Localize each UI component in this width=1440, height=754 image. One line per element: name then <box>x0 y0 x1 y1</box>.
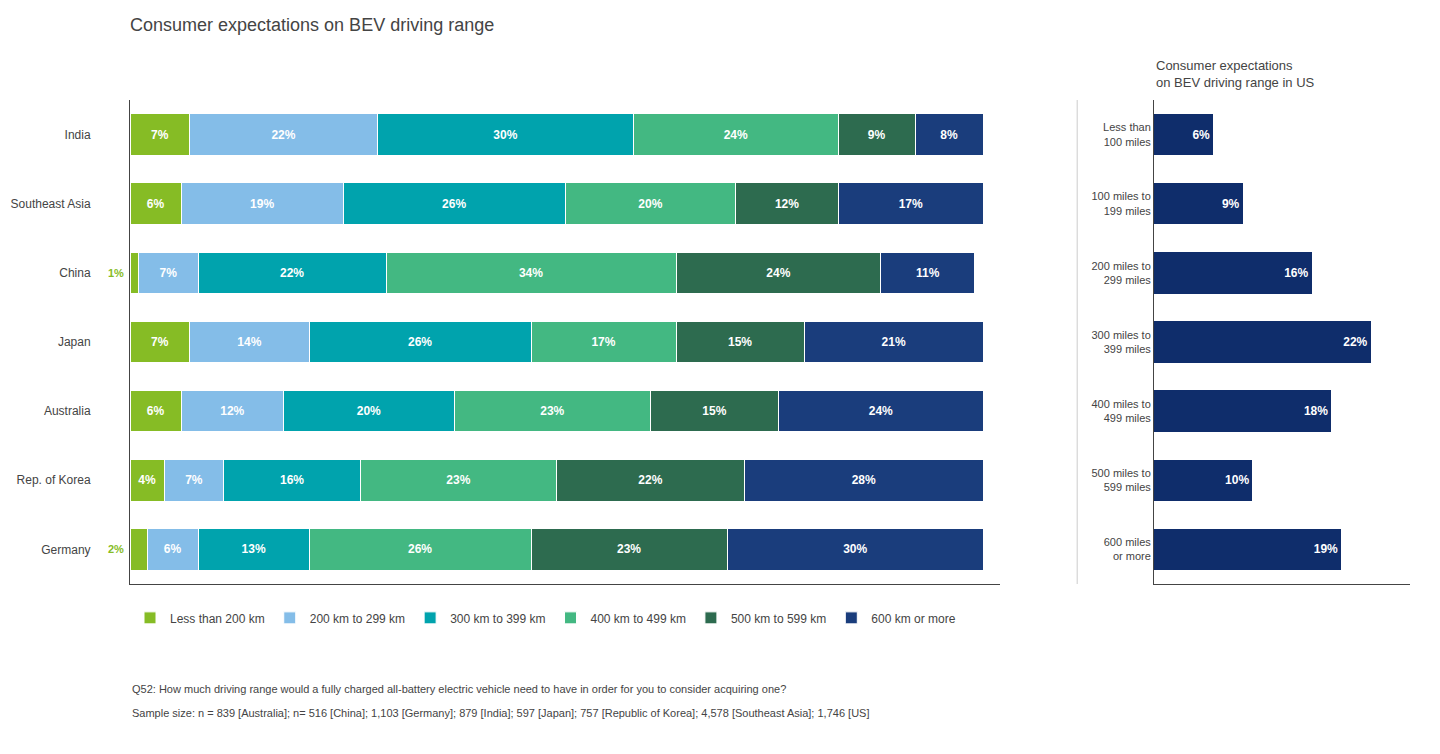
svg-text:Japan: Japan <box>58 335 91 349</box>
svg-text:24%: 24% <box>724 128 748 142</box>
svg-text:9%: 9% <box>868 128 886 142</box>
svg-text:20%: 20% <box>638 197 662 211</box>
svg-text:26%: 26% <box>442 197 466 211</box>
svg-text:300 km to 399 km: 300 km to 399 km <box>450 612 545 626</box>
svg-text:34%: 34% <box>519 266 543 280</box>
svg-text:13%: 13% <box>242 542 266 556</box>
svg-text:23%: 23% <box>446 473 470 487</box>
svg-text:Sample size: n = 839 [Australi: Sample size: n = 839 [Australia]; n= 516… <box>132 707 869 719</box>
svg-text:6%: 6% <box>1192 128 1210 142</box>
svg-text:400 km to 499 km: 400 km to 499 km <box>591 612 686 626</box>
svg-text:Consumer expectationson BEV dr: Consumer expectationson BEV driving rang… <box>1156 58 1315 90</box>
svg-text:22%: 22% <box>271 128 295 142</box>
svg-text:10%: 10% <box>1225 473 1249 487</box>
svg-text:11%: 11% <box>916 266 940 280</box>
svg-text:400 miles to499 miles: 400 miles to499 miles <box>1091 398 1151 424</box>
svg-text:Germany: Germany <box>41 543 90 557</box>
svg-text:6%: 6% <box>147 197 165 211</box>
svg-text:17%: 17% <box>899 197 923 211</box>
svg-text:14%: 14% <box>237 335 261 349</box>
svg-text:9%: 9% <box>1222 197 1240 211</box>
svg-text:200 km to 299 km: 200 km to 299 km <box>310 612 405 626</box>
svg-text:4%: 4% <box>138 473 156 487</box>
svg-text:16%: 16% <box>280 473 304 487</box>
svg-text:Southeast Asia: Southeast Asia <box>11 197 91 211</box>
svg-text:200 miles to299 miles: 200 miles to299 miles <box>1091 260 1151 286</box>
svg-text:7%: 7% <box>151 335 169 349</box>
svg-text:26%: 26% <box>408 542 432 556</box>
svg-text:12%: 12% <box>775 197 799 211</box>
svg-text:22%: 22% <box>1343 335 1367 349</box>
svg-text:26%: 26% <box>408 335 432 349</box>
svg-text:100 miles to199 miles: 100 miles to199 miles <box>1091 190 1151 216</box>
svg-text:22%: 22% <box>638 473 662 487</box>
svg-text:600 milesor more: 600 milesor more <box>1104 536 1152 562</box>
svg-text:12%: 12% <box>220 404 244 418</box>
svg-text:1%: 1% <box>108 267 124 279</box>
svg-text:Less than100 miles: Less than100 miles <box>1103 121 1151 147</box>
svg-text:24%: 24% <box>766 266 790 280</box>
svg-text:21%: 21% <box>882 335 906 349</box>
svg-text:24%: 24% <box>869 404 893 418</box>
svg-text:19%: 19% <box>1314 542 1338 556</box>
svg-text:8%: 8% <box>940 128 958 142</box>
svg-text:15%: 15% <box>728 335 752 349</box>
svg-text:Rep. of Korea: Rep. of Korea <box>17 473 91 487</box>
svg-text:Consumer expectations on BEV d: Consumer expectations on BEV driving ran… <box>130 15 494 35</box>
svg-text:Q52: How much driving range wo: Q52: How much driving range would a full… <box>132 683 786 695</box>
svg-text:500 km to 599 km: 500 km to 599 km <box>731 612 826 626</box>
svg-text:600 km or more: 600 km or more <box>871 612 955 626</box>
svg-text:23%: 23% <box>617 542 641 556</box>
svg-text:6%: 6% <box>147 404 165 418</box>
svg-text:7%: 7% <box>151 128 169 142</box>
svg-text:22%: 22% <box>280 266 304 280</box>
svg-text:23%: 23% <box>540 404 564 418</box>
svg-text:2%: 2% <box>108 543 124 555</box>
svg-text:19%: 19% <box>250 197 274 211</box>
svg-text:17%: 17% <box>591 335 615 349</box>
svg-text:16%: 16% <box>1284 266 1308 280</box>
svg-text:6%: 6% <box>164 542 182 556</box>
svg-text:20%: 20% <box>357 404 381 418</box>
svg-text:15%: 15% <box>702 404 726 418</box>
svg-text:7%: 7% <box>185 473 203 487</box>
svg-text:Less than 200 km: Less than 200 km <box>170 612 265 626</box>
svg-text:India: India <box>65 128 91 142</box>
svg-text:30%: 30% <box>493 128 517 142</box>
svg-text:28%: 28% <box>852 473 876 487</box>
svg-text:18%: 18% <box>1304 404 1328 418</box>
svg-text:7%: 7% <box>160 266 178 280</box>
svg-text:China: China <box>59 266 91 280</box>
svg-text:30%: 30% <box>843 542 867 556</box>
svg-text:500 miles to599 miles: 500 miles to599 miles <box>1091 467 1151 493</box>
svg-text:Australia: Australia <box>44 404 91 418</box>
svg-text:300 miles to399 miles: 300 miles to399 miles <box>1091 329 1151 355</box>
